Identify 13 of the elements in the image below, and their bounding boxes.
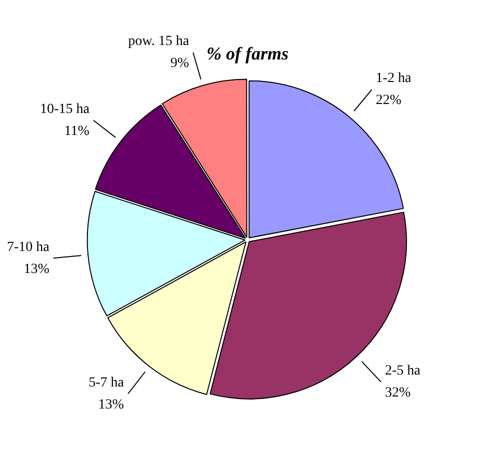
slice-label: 10-15 ha xyxy=(40,102,90,117)
slice-label: 1-2 ha xyxy=(376,71,412,86)
data-label: 32% xyxy=(384,386,411,401)
data-label: 9% xyxy=(170,56,190,72)
data-label: 13% xyxy=(98,398,124,413)
data-label: 13% xyxy=(24,262,50,277)
slice-label: 2-5 ha xyxy=(384,364,422,379)
data-label: 11% xyxy=(64,124,90,139)
slice-label: 5-7 ha xyxy=(88,376,125,391)
slice-label: 7-10 ha xyxy=(6,240,50,255)
text: % of farms xyxy=(206,43,288,64)
data-label: 22% xyxy=(376,93,402,108)
slice-label: pow. 15 ha xyxy=(128,34,190,50)
